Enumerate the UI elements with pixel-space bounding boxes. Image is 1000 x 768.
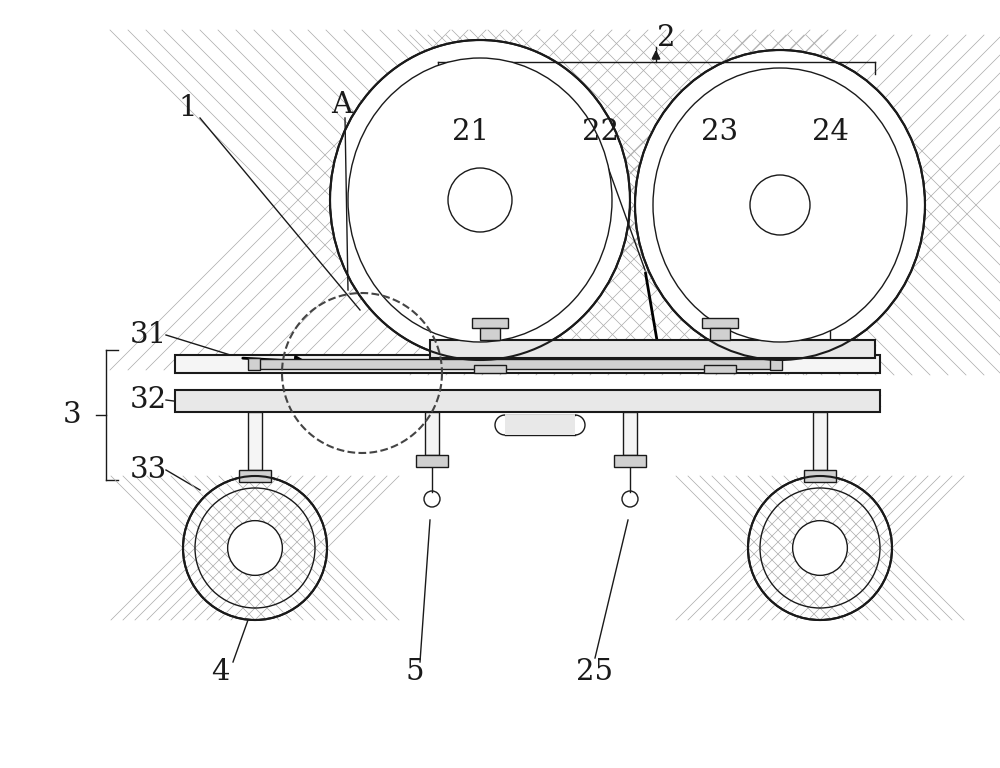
Bar [239,470,271,482]
Text: 32: 32 [129,386,167,414]
Text: 33: 33 [129,456,167,484]
Bar [505,415,575,435]
Circle shape [228,521,282,575]
Ellipse shape [348,58,612,342]
Bar [248,412,262,470]
Circle shape [748,476,892,620]
Bar [250,359,780,369]
Bar [248,358,260,370]
Text: 22: 22 [582,118,618,146]
Bar [702,318,738,328]
Ellipse shape [330,40,630,360]
Bar [704,365,736,373]
Ellipse shape [653,68,907,342]
Bar [614,455,646,467]
Text: 24: 24 [812,118,848,146]
Circle shape [750,175,810,235]
Bar [813,412,827,470]
Text: 31: 31 [129,321,167,349]
Bar [770,358,782,370]
Bar [175,390,880,412]
Bar [804,470,836,482]
Bar [175,355,880,373]
Text: 4: 4 [211,658,229,686]
Circle shape [448,168,512,232]
Bar [472,318,508,328]
Bar [710,328,730,340]
Text: 21: 21 [452,118,488,146]
Text: 5: 5 [406,658,424,686]
Ellipse shape [635,50,925,360]
Circle shape [183,476,327,620]
Text: 2: 2 [657,24,675,52]
Text: A: A [331,91,353,119]
Bar [480,328,500,340]
Bar [623,412,637,455]
Text: 23: 23 [701,118,739,146]
Bar [425,412,439,455]
Bar [416,455,448,467]
Text: 1: 1 [179,94,197,122]
Bar [430,340,875,358]
Circle shape [793,521,847,575]
Bar [474,365,506,373]
Text: 3: 3 [63,401,81,429]
Text: 25: 25 [576,658,614,686]
